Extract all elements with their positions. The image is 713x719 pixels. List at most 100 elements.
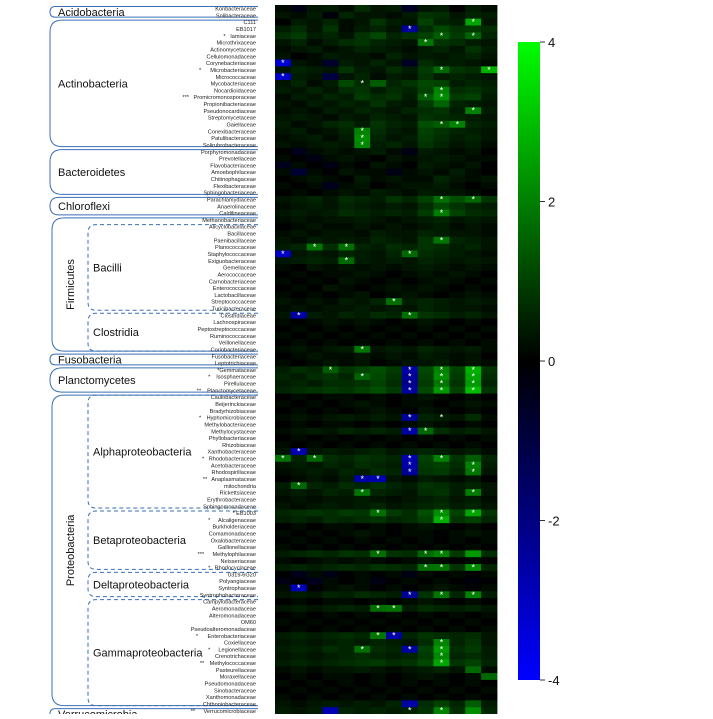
- heatmap-cell: [449, 270, 466, 279]
- significance-star: *: [440, 92, 444, 102]
- heatmap-cell: [354, 352, 371, 360]
- heatmap-cell: [338, 168, 355, 176]
- heatmap-cell: [449, 134, 466, 142]
- heatmap-cell: [417, 250, 434, 258]
- heatmap-cell: [401, 270, 419, 279]
- heatmap-cell: [275, 66, 292, 74]
- heatmap-cell: [417, 495, 434, 504]
- heatmap-cell: [481, 127, 498, 135]
- heatmap-cell: [465, 11, 482, 20]
- heatmap-cell: [275, 39, 292, 47]
- heatmap-cell: [275, 557, 292, 565]
- heatmap-cell: [370, 189, 387, 197]
- phylum-label: Firmicutes: [65, 259, 77, 310]
- heatmap-cell: [290, 243, 308, 251]
- heatmap-cell: [465, 373, 482, 381]
- phylum-label: Bacteroidetes: [58, 167, 126, 179]
- heatmap-cell: [465, 529, 482, 538]
- heatmap-cell: [275, 604, 292, 613]
- heatmap-cell: [386, 11, 403, 20]
- heatmap-cell: [465, 639, 482, 647]
- heatmap-cell: [338, 448, 355, 456]
- heatmap-cell: [386, 5, 403, 13]
- heatmap-cell: [290, 652, 308, 660]
- heatmap-cell: [306, 564, 323, 572]
- heatmap-cell: [417, 434, 434, 442]
- heatmap-cell: [354, 175, 371, 183]
- heatmap-cell: [306, 154, 323, 163]
- significance-star: *: [297, 481, 301, 491]
- significance-star: *: [424, 426, 428, 436]
- heatmap-cell: [433, 93, 450, 101]
- significance-star: *: [471, 590, 475, 600]
- heatmap-cell: [465, 264, 482, 272]
- heatmap-cell: [433, 325, 450, 333]
- heatmap-cell: [465, 693, 482, 701]
- heatmap-cell: [306, 148, 323, 156]
- family-label: Bradyrhizobiaceae: [210, 409, 256, 415]
- heatmap-cell: [354, 461, 371, 469]
- heatmap-cell: [370, 448, 387, 456]
- heatmap-cell: [338, 461, 355, 469]
- heatmap-cell: [386, 393, 403, 401]
- heatmap-cell: [354, 509, 371, 517]
- heatmap-cell: [433, 577, 450, 585]
- family-label: Peptostreptococcaceae: [198, 327, 256, 333]
- heatmap-cell: [401, 673, 419, 681]
- family-label: Sphingobacteriaceae: [203, 191, 256, 197]
- significance-star: *: [471, 467, 475, 477]
- significance-star: *: [440, 508, 444, 518]
- heatmap-cell: [417, 591, 434, 599]
- heatmap-cell: [338, 441, 355, 449]
- heatmap-cell: [322, 270, 339, 279]
- heatmap-cell: [465, 304, 482, 313]
- heatmap-cell: [370, 489, 387, 497]
- family-label: Caldilineaceae: [219, 211, 256, 217]
- heatmap-cell: [354, 645, 371, 654]
- heatmap-cell: [290, 454, 308, 463]
- family-label: Carnobacteriaceae: [209, 279, 256, 285]
- heatmap-cell: [306, 461, 323, 469]
- heatmap-cell: [449, 148, 466, 156]
- heatmap-cell: [401, 441, 419, 449]
- heatmap-cell: [481, 93, 498, 101]
- heatmap-cell: [417, 454, 434, 463]
- significance-star: *: [471, 460, 475, 470]
- heatmap-cell: [433, 632, 450, 640]
- heatmap-cell: [433, 11, 450, 20]
- heatmap-cell: [370, 257, 387, 265]
- heatmap-cell: [449, 93, 466, 101]
- heatmap-cell: [481, 250, 498, 258]
- heatmap-cell: [322, 598, 339, 606]
- heatmap-cell: [433, 407, 450, 415]
- significance-star: *: [376, 603, 380, 613]
- heatmap-cell: [465, 277, 482, 285]
- heatmap-cell: [370, 59, 387, 67]
- heatmap-cell: [481, 100, 498, 108]
- heatmap-cell: [386, 161, 403, 170]
- family-label: Pirellulaceae: [224, 382, 256, 388]
- heatmap-cell: [338, 114, 355, 122]
- heatmap-cell: [354, 523, 371, 531]
- heatmap-cell: [417, 461, 434, 469]
- heatmap-cell: [322, 373, 339, 381]
- heatmap-cell: [338, 127, 355, 135]
- heatmap-cell: [370, 11, 387, 20]
- significance-star: *: [440, 515, 444, 525]
- heatmap-cell: [481, 495, 498, 504]
- heatmap-cell: [449, 5, 466, 13]
- heatmap-cell: [481, 79, 498, 88]
- heatmap-cell: [275, 79, 292, 88]
- heatmap-cell: [449, 100, 466, 108]
- heatmap-cell: [433, 264, 450, 272]
- heatmap-cell: [449, 318, 466, 326]
- family-label: Sphingomonadaceae: [203, 504, 256, 510]
- heatmap-cell: [481, 359, 498, 367]
- heatmap-cell: [354, 659, 371, 667]
- heatmap-cell: [290, 284, 308, 292]
- heatmap-cell: [465, 141, 482, 149]
- heatmap-cell: [386, 584, 403, 592]
- heatmap-cell: [354, 454, 371, 463]
- class-label: Alphaproteobacteria: [93, 447, 192, 459]
- heatmap-cell: [465, 645, 482, 654]
